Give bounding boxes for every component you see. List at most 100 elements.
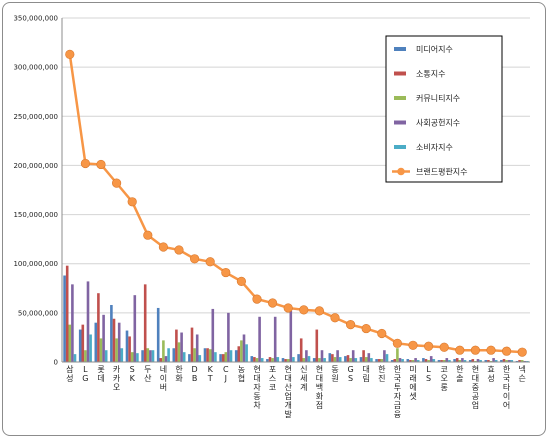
bar [318, 358, 321, 362]
line-point [424, 341, 434, 351]
bar [370, 358, 373, 362]
legend-swatch [394, 120, 406, 125]
bar [328, 353, 332, 362]
bar [349, 358, 352, 362]
line-point [502, 346, 512, 356]
line-point [127, 197, 137, 207]
line-point [143, 230, 153, 240]
bar [286, 359, 290, 362]
bar [195, 334, 199, 362]
bar [198, 355, 202, 362]
bar [149, 350, 152, 362]
y-tick-label: 0 [54, 359, 58, 367]
bar [437, 360, 441, 362]
bar [323, 358, 326, 362]
bar [71, 284, 74, 362]
bar [354, 358, 358, 362]
bar [175, 329, 178, 362]
legend-swatch [394, 47, 406, 51]
bar [411, 360, 415, 362]
legend-swatch [394, 96, 406, 100]
legend-label: 소비자지수 [416, 143, 453, 152]
bar [320, 350, 324, 362]
line-point [236, 276, 246, 287]
bar [331, 354, 334, 362]
bar [424, 359, 428, 362]
bar [245, 344, 248, 362]
bar [180, 332, 183, 362]
line-point [408, 340, 418, 350]
bar [227, 312, 230, 362]
bar [89, 334, 92, 362]
bar [102, 314, 105, 362]
bar-series-group [63, 265, 529, 362]
bar [219, 354, 222, 362]
bar [396, 348, 399, 362]
line-point [283, 303, 293, 313]
bar [362, 350, 365, 362]
bar [266, 359, 269, 362]
line-point [314, 306, 325, 316]
y-tick-label: 150,000,000 [13, 211, 58, 219]
bar [112, 318, 116, 362]
bar-series [65, 265, 521, 362]
line-point [111, 178, 122, 188]
bar [333, 357, 337, 362]
bar [253, 357, 256, 362]
bar [312, 358, 316, 362]
line-point [330, 313, 340, 323]
bar-series [71, 281, 527, 362]
bar [133, 295, 137, 362]
bar [297, 354, 300, 362]
bar [484, 360, 488, 362]
legend-box [385, 35, 503, 183]
bar [305, 350, 308, 362]
bar [453, 359, 456, 362]
bar [162, 340, 165, 362]
bar [367, 353, 371, 362]
bar [520, 360, 524, 362]
bar [455, 358, 459, 362]
line-point [252, 294, 262, 304]
bar [237, 346, 241, 362]
bar [224, 352, 228, 362]
line-point [455, 345, 465, 355]
bar [63, 275, 66, 362]
legend-swatch [394, 71, 406, 76]
bar [258, 316, 261, 362]
bar [471, 359, 475, 362]
bar [242, 334, 246, 362]
bar [510, 360, 514, 362]
line-point [96, 159, 106, 170]
y-tick-label: 250,000,000 [13, 113, 58, 121]
bar [338, 357, 342, 362]
bar [273, 316, 277, 362]
line-point [190, 254, 200, 264]
bar [458, 360, 462, 362]
bar [190, 327, 194, 362]
bar [188, 354, 191, 362]
bar [276, 357, 280, 362]
bar [128, 336, 131, 362]
bar [390, 360, 394, 362]
bar [214, 352, 217, 362]
bar [468, 360, 472, 362]
bar [432, 359, 436, 362]
bar [130, 352, 134, 362]
bar [351, 350, 355, 362]
bar [172, 348, 176, 362]
